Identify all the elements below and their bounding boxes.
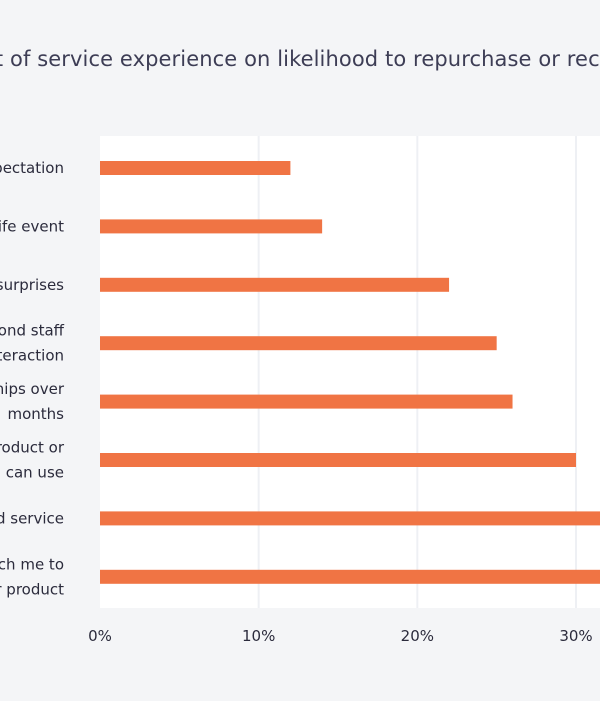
bar <box>100 394 513 409</box>
x-tick-label: 0% <box>88 627 112 645</box>
plot-area <box>100 136 600 608</box>
category-label: Exceeded my expectation <box>0 159 64 177</box>
category-label: Personalized my second staff <box>0 322 65 340</box>
category-label: Provided good service <box>0 509 64 527</box>
category-label: interaction <box>0 347 64 365</box>
category-label: Proactively reach me to <box>0 555 64 573</box>
category-label: service I can use <box>0 464 64 482</box>
category-label: Helped me through a life event <box>0 217 64 235</box>
bar <box>100 219 323 234</box>
category-label: help use their product <box>0 580 64 598</box>
category-label: Delighted me with surprises <box>0 276 64 294</box>
category-label: Recommended a product or <box>0 439 65 457</box>
bar <box>100 511 600 526</box>
category-label: Built relationships over <box>0 380 65 398</box>
bar <box>100 453 576 467</box>
x-tick-label: 10% <box>242 627 275 645</box>
category-label: months <box>8 405 65 423</box>
x-tick-label: 20% <box>401 627 434 645</box>
bar <box>100 277 450 292</box>
chart-title: Impact of service experience on likeliho… <box>0 47 600 71</box>
bar <box>100 336 497 351</box>
bar <box>100 569 600 584</box>
bar <box>100 161 291 175</box>
x-tick-label: 30% <box>559 627 592 645</box>
